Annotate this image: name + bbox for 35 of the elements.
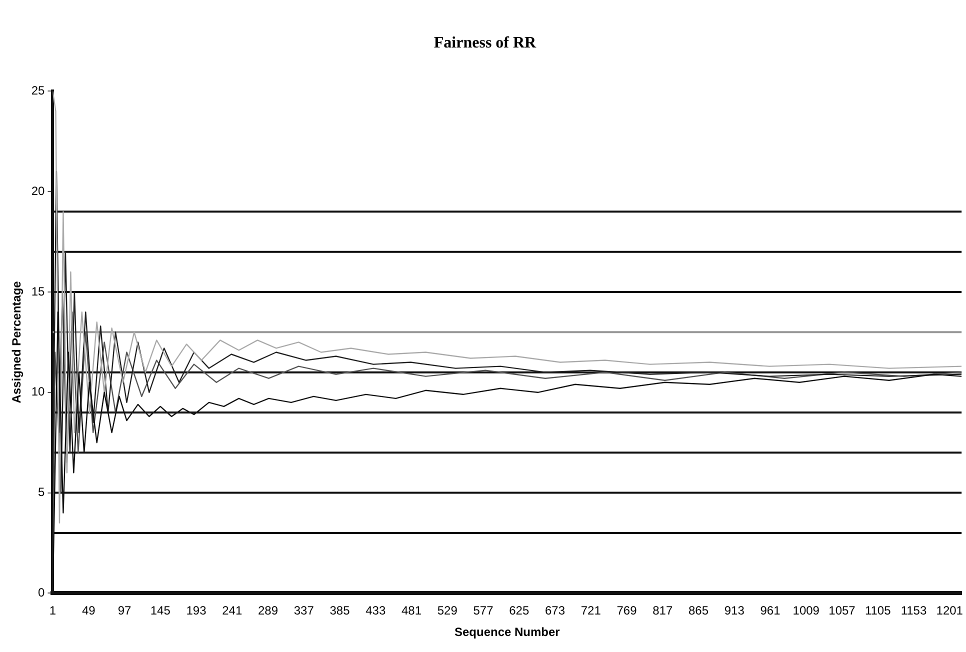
x-tick-label: 1 — [49, 604, 56, 618]
x-tick-label: 817 — [652, 604, 673, 618]
x-tick-label: 193 — [186, 604, 207, 618]
y-tick-label: 15 — [31, 284, 46, 298]
x-axis-title: Sequence Number — [454, 625, 560, 640]
x-tick-label: 97 — [118, 604, 132, 618]
x-tick-label: 625 — [509, 604, 530, 618]
y-tick-label: 0 — [38, 586, 46, 600]
x-tick-label: 289 — [258, 604, 278, 618]
x-tick-label: 385 — [330, 604, 350, 618]
x-tick-label: 961 — [760, 604, 781, 618]
x-tick-label: 769 — [616, 604, 638, 618]
chart-title: Fairness of RR — [434, 34, 537, 52]
x-tick-label: 673 — [544, 604, 566, 618]
x-tick-label: 577 — [473, 604, 494, 618]
x-tick-label: 1009 — [792, 604, 820, 618]
x-tick-label: 913 — [724, 604, 745, 618]
y-tick-label: 20 — [31, 184, 46, 198]
x-tick-label: 865 — [688, 604, 709, 618]
x-tick-label: 721 — [580, 604, 602, 618]
x-tick-label: 481 — [401, 604, 422, 618]
x-tick-label: 529 — [437, 604, 458, 618]
x-tick-label: 1057 — [828, 604, 856, 618]
x-tick-label: 145 — [150, 604, 171, 618]
x-tick-label: 1105 — [864, 604, 892, 618]
x-tick-label: 49 — [82, 604, 96, 618]
x-tick-label: 337 — [294, 604, 314, 618]
y-tick-label: 25 — [31, 84, 46, 98]
y-axis-title: Assigned Percentage — [10, 280, 24, 404]
x-tick-label: 433 — [366, 604, 386, 618]
x-tick-label: 241 — [222, 604, 242, 618]
x-tick-label: 1201 — [936, 604, 964, 618]
y-tick-label: 5 — [38, 485, 46, 500]
y-tick-label: 10 — [31, 384, 46, 399]
x-tick-label: 1153 — [900, 604, 927, 618]
